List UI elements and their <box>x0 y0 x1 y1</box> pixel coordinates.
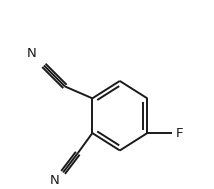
Text: N: N <box>27 47 37 60</box>
Text: N: N <box>50 174 60 187</box>
Text: F: F <box>175 127 183 140</box>
